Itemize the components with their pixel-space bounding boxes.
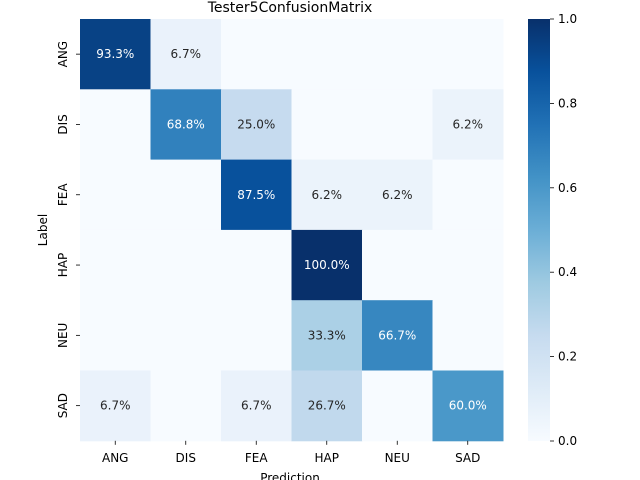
cell-value-label: 6.7% [100, 399, 131, 413]
heatmap-cell [80, 89, 151, 161]
cell-value-label: 6.7% [171, 47, 202, 61]
heatmap-cell [221, 229, 292, 301]
heatmap-cell [80, 300, 151, 371]
heatmap-cell [362, 159, 433, 231]
heatmap-cell [432, 89, 504, 161]
cell-value-label: 25.0% [237, 117, 275, 131]
colorbar-tick-label: 1.0 [558, 12, 577, 26]
heatmap-cell [221, 19, 292, 90]
cell-value-label: 6.2% [312, 188, 343, 202]
y-axis-label: Label [36, 214, 50, 246]
heatmap-cell [80, 159, 151, 231]
x-tick-label: SAD [455, 451, 480, 465]
heatmap-cell [80, 370, 151, 442]
heatmap-cell [432, 300, 504, 371]
heatmap-cell [291, 19, 363, 90]
colorbar-tick-label: 0.2 [558, 350, 577, 364]
heatmap-cell [150, 370, 222, 442]
heatmap-cells [80, 19, 504, 442]
colorbar-tick-label: 0.6 [558, 181, 577, 195]
heatmap-cell [150, 229, 222, 301]
cell-value-label: 6.2% [453, 117, 484, 131]
colorbar-ticks: 0.0 0.2 0.4 0.6 0.8 1.0 [550, 12, 577, 448]
colorbar-tick-label: 0.0 [558, 434, 577, 448]
cell-value-label: 66.7% [378, 328, 416, 342]
heatmap-cell [362, 370, 433, 442]
y-tick-label: DIS [56, 114, 70, 134]
heatmap-cell [432, 370, 504, 442]
heatmap-cell [432, 19, 504, 90]
y-tick-label: ANG [56, 41, 70, 67]
y-tick-label: FEA [56, 183, 70, 206]
heatmap-cell [362, 19, 433, 90]
heatmap-cell [80, 229, 151, 301]
heatmap-cell [80, 19, 151, 90]
heatmap-cell [291, 300, 363, 371]
y-tick-label: NEU [56, 323, 70, 348]
x-tick-label: HAP [315, 451, 339, 465]
heatmap-cell [291, 229, 363, 301]
heatmap-cell [150, 19, 222, 90]
heatmap-cell [150, 300, 222, 371]
y-axis-ticks: ANG DIS FEA HAP NEU SAD [56, 41, 80, 418]
heatmap-cell [432, 229, 504, 301]
cell-value-label: 26.7% [308, 399, 346, 413]
heatmap-cell [362, 89, 433, 161]
heatmap-cell [432, 159, 504, 231]
x-tick-label: FEA [245, 451, 268, 465]
heatmap-cell [362, 300, 433, 371]
heatmap-cell [221, 89, 292, 161]
heatmap-cell [291, 370, 363, 442]
heatmap-cell [221, 159, 292, 231]
colorbar-tick-label: 0.4 [558, 265, 577, 279]
heatmap-cell [150, 159, 222, 231]
x-tick-label: NEU [385, 451, 410, 465]
x-axis-label: Prediction [260, 471, 320, 480]
x-axis-ticks: ANG DIS FEA HAP NEU SAD [102, 440, 480, 465]
heatmap-cell [150, 89, 222, 161]
cell-value-label: 6.7% [241, 399, 272, 413]
heatmap-cell [221, 370, 292, 442]
cell-value-label: 33.3% [308, 328, 346, 342]
heatmap-cell [291, 159, 363, 231]
colorbar-tick-label: 0.8 [558, 96, 577, 110]
cell-value-label: 68.8% [167, 117, 205, 131]
cell-value-label: 100.0% [304, 258, 350, 272]
heatmap-cell [221, 300, 292, 371]
cell-value-label: 93.3% [96, 47, 134, 61]
y-tick-label: HAP [56, 253, 70, 277]
heatmap-cell [362, 229, 433, 301]
heatmap-cell [291, 89, 363, 161]
chart-title: Tester5ConfusionMatrix [207, 0, 373, 16]
y-tick-label: SAD [56, 393, 70, 418]
colorbar [528, 19, 550, 441]
cell-value-label: 6.2% [382, 188, 413, 202]
cell-value-label: 60.0% [449, 399, 487, 413]
cell-value-label: 87.5% [237, 188, 275, 202]
x-tick-label: ANG [102, 451, 128, 465]
x-tick-label: DIS [176, 451, 196, 465]
heatmap-cell-labels: 93.3% 6.7% 68.8% 25.0% 6.2% 87.5% 6.2% 6.2% 100.… [96, 47, 487, 413]
